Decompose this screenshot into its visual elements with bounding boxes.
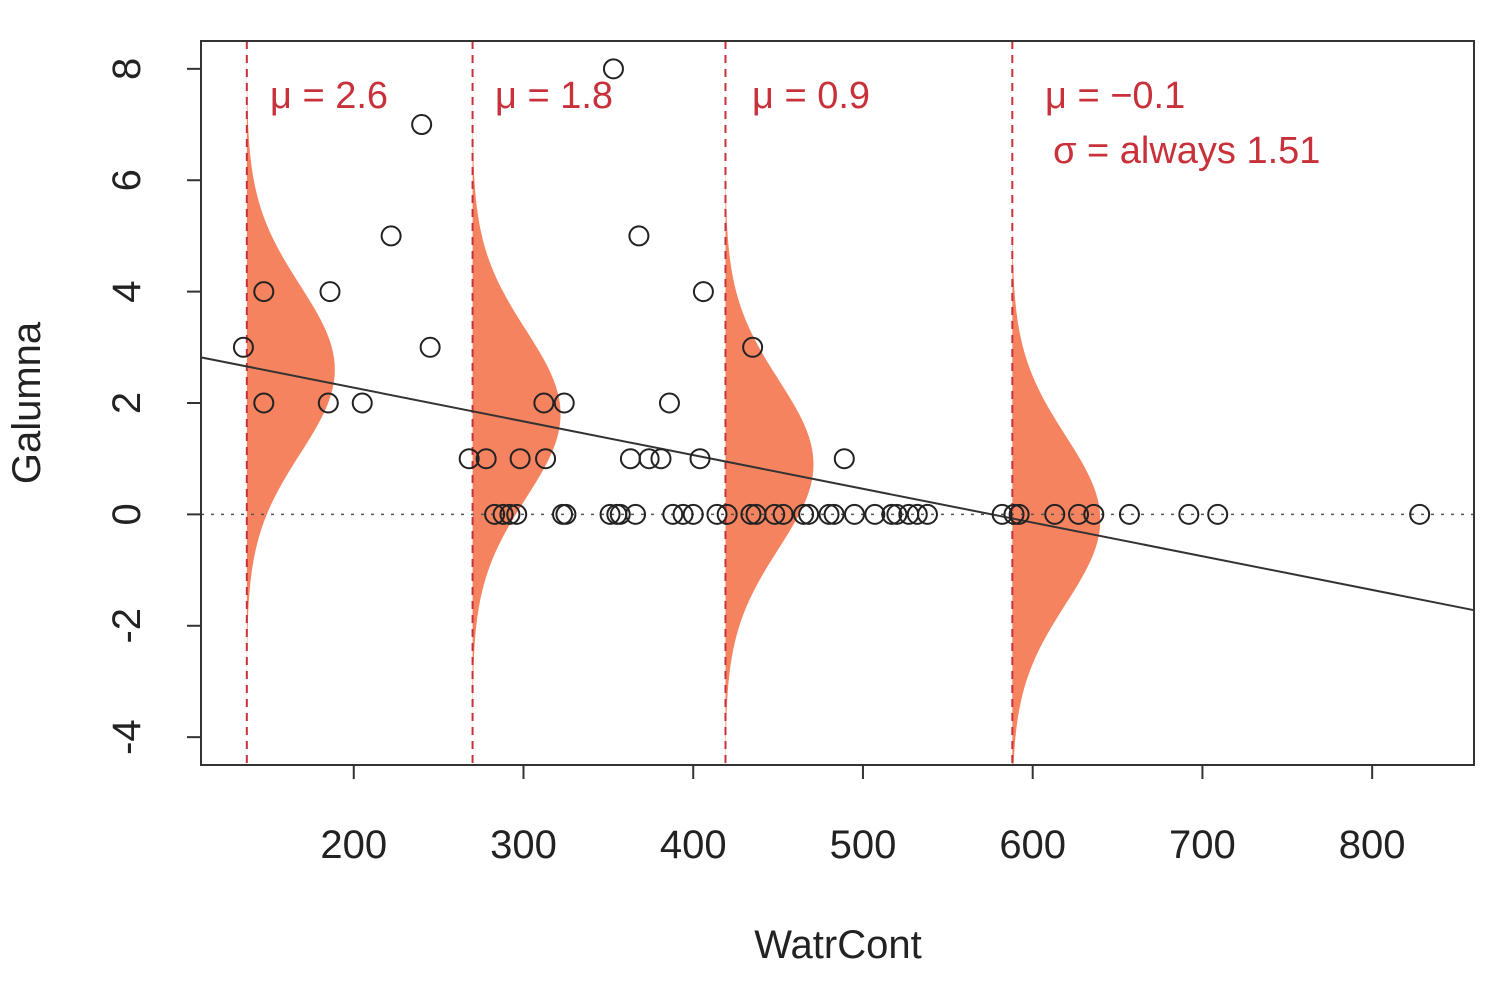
data-point: [1003, 503, 1025, 525]
data-point: [833, 448, 855, 470]
data-point: [764, 503, 786, 525]
data-point: [533, 392, 555, 414]
data-point: [881, 503, 903, 525]
data-point: [638, 448, 660, 470]
data-point: [1044, 503, 1066, 525]
data-point: [1207, 503, 1229, 525]
data-point: [492, 503, 514, 525]
regression-line: [200, 356, 1475, 612]
normal-curve-3: [725, 127, 814, 765]
data-point: [1068, 503, 1090, 525]
data-point: [609, 503, 631, 525]
y-tick-label: 6: [105, 169, 149, 191]
annotation-sigma: σ = always 1.51: [1053, 130, 1320, 172]
data-point: [742, 336, 764, 358]
data-point: [599, 503, 621, 525]
data-point: [253, 392, 275, 414]
data-point: [553, 392, 575, 414]
data-point: [1083, 503, 1105, 525]
annotation-mu-4: μ = −0.1: [1045, 75, 1185, 117]
x-tick-label: 200: [320, 823, 387, 867]
mean-marker-lines: [245, 41, 1014, 765]
data-point: [886, 503, 908, 525]
data-point: [317, 392, 339, 414]
data-point: [650, 448, 672, 470]
normal-curve-2: [472, 77, 561, 751]
x-tick-label: 400: [660, 823, 727, 867]
annotation-mu-2: μ = 1.8: [495, 75, 613, 117]
x-tick-label: 700: [1169, 823, 1236, 867]
y-tick-label: 4: [105, 280, 149, 302]
data-point: [823, 503, 845, 525]
data-point: [818, 503, 840, 525]
data-point: [232, 336, 254, 358]
data-point: [662, 503, 684, 525]
x-axis: 200 300 400 500 600 700 800: [320, 764, 1406, 867]
curve-annotations: μ = 2.6 μ = 1.8 μ = 0.9 μ = −0.1 σ = alw…: [270, 75, 1320, 172]
y-tick-label: -2: [105, 608, 149, 644]
data-point: [499, 503, 521, 525]
data-point: [740, 503, 762, 525]
data-point: [475, 448, 497, 470]
data-point: [411, 114, 433, 136]
data-point: [602, 58, 624, 80]
fitted-line: [200, 356, 1475, 612]
data-point: [793, 503, 815, 525]
y-tick-label: 0: [105, 503, 149, 525]
data-point: [843, 503, 865, 525]
data-point: [319, 281, 341, 303]
data-point: [628, 225, 650, 247]
data-point: [716, 503, 738, 525]
data-point: [555, 503, 577, 525]
data-point: [535, 448, 557, 470]
data-point: [1178, 503, 1200, 525]
data-point: [682, 503, 704, 525]
x-axis-title: WatrCont: [754, 923, 921, 967]
annotation-mu-3: μ = 0.9: [752, 75, 870, 117]
data-point: [706, 503, 728, 525]
data-point: [1409, 503, 1431, 525]
data-point: [689, 448, 711, 470]
data-point: [253, 281, 275, 303]
normal-curve-group: [246, 41, 1101, 765]
annotation-mu-1: μ = 2.6: [270, 75, 388, 117]
data-point: [419, 336, 441, 358]
data-point: [658, 392, 680, 414]
data-point: [484, 503, 506, 525]
data-point: [672, 503, 694, 525]
data-point: [916, 503, 938, 525]
data-point: [692, 281, 714, 303]
normal-curve-1: [246, 41, 335, 706]
x-tick-label: 300: [490, 823, 557, 867]
data-point: [1008, 503, 1030, 525]
data-point: [509, 448, 531, 470]
data-points: [232, 58, 1431, 525]
data-point: [1118, 503, 1140, 525]
data-point: [619, 448, 641, 470]
data-point: [798, 503, 820, 525]
y-tick-label: 8: [105, 58, 149, 80]
data-point: [506, 503, 528, 525]
x-tick-label: 600: [999, 823, 1066, 867]
y-axis-title: Galumna: [5, 321, 49, 484]
data-point: [380, 225, 402, 247]
y-axis: -4 -2 0 2 4 6 8: [105, 58, 202, 755]
x-tick-label: 500: [830, 823, 897, 867]
data-point: [625, 503, 647, 525]
data-point: [351, 392, 373, 414]
data-point: [906, 503, 928, 525]
data-point: [772, 503, 794, 525]
data-point: [458, 448, 480, 470]
y-tick-label: -4: [105, 719, 149, 755]
data-point: [991, 503, 1013, 525]
data-point: [864, 503, 886, 525]
normal-curve-4: [1012, 183, 1101, 765]
y-tick-label: 2: [105, 392, 149, 414]
x-tick-label: 800: [1339, 823, 1406, 867]
